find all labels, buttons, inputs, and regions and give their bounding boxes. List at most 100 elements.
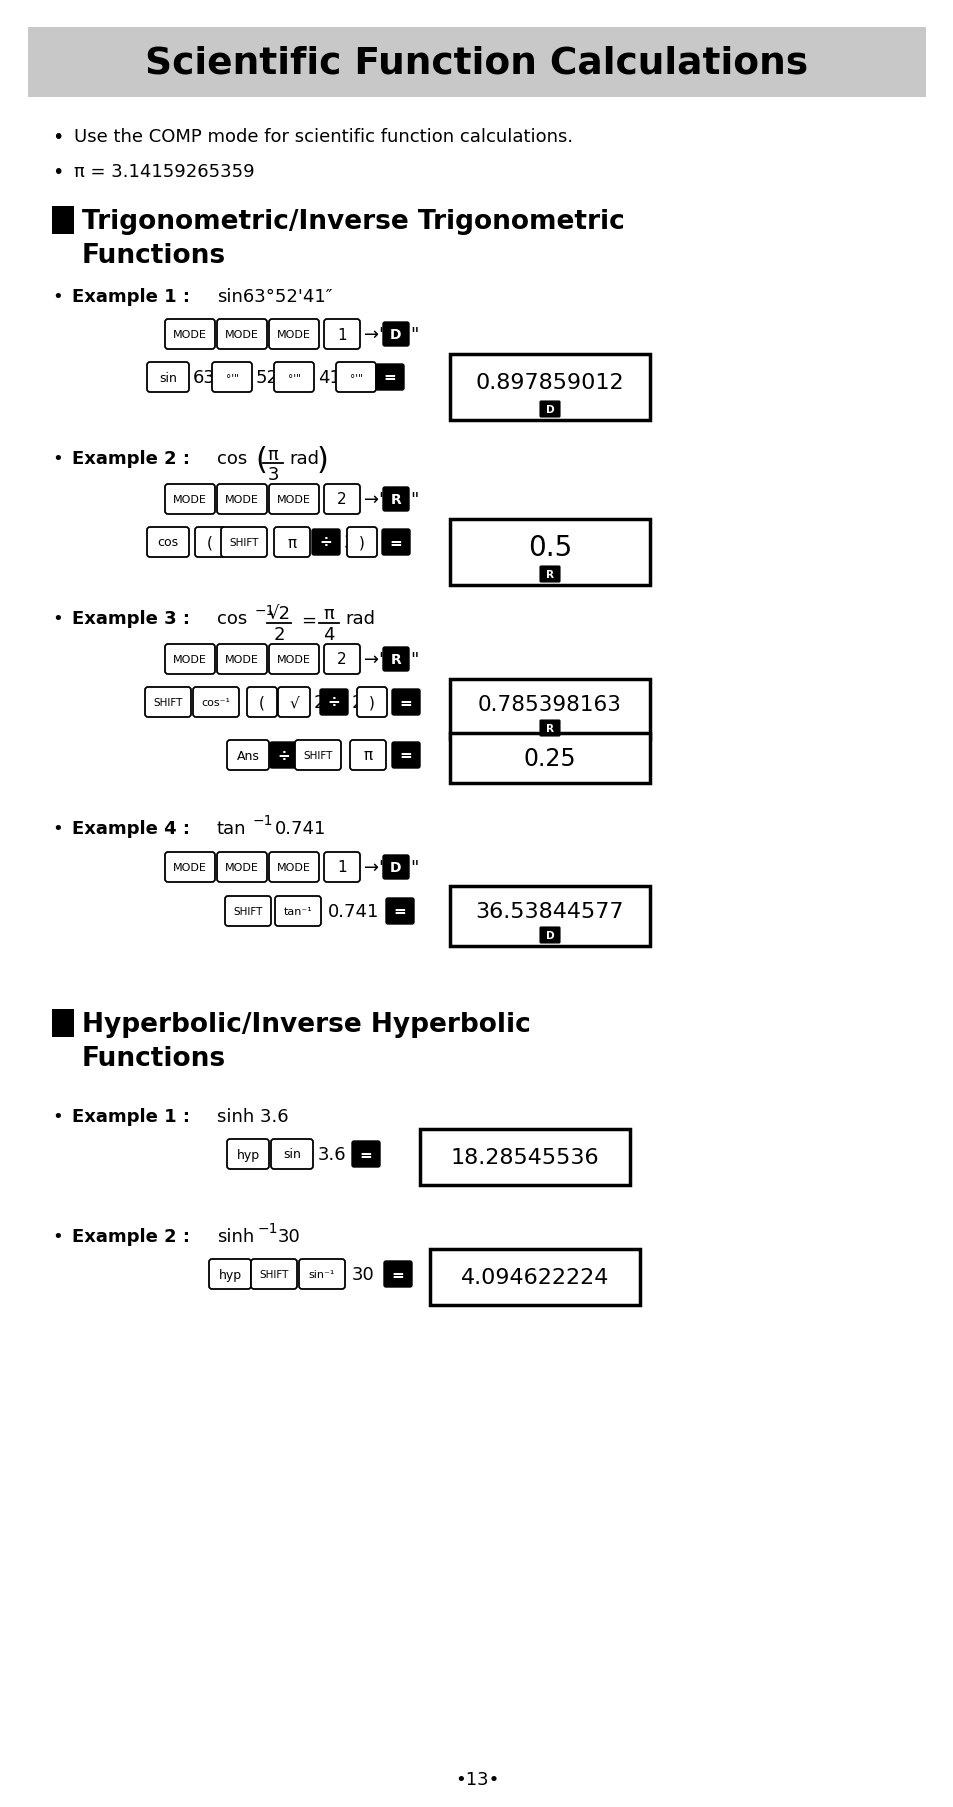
Text: 4.094622224: 4.094622224 [460, 1267, 609, 1287]
Text: D: D [390, 860, 401, 875]
Bar [28, 27, 925, 98]
FancyBboxPatch shape [251, 1259, 296, 1288]
Text: ): ) [358, 535, 365, 549]
Text: 0.897859012: 0.897859012 [476, 372, 623, 392]
Text: •13•: •13• [455, 1771, 498, 1787]
Text: 0.785398163: 0.785398163 [477, 696, 621, 716]
Text: °'": °'" [287, 372, 300, 383]
Text: →: → [364, 858, 378, 876]
Text: MODE: MODE [276, 862, 311, 873]
FancyBboxPatch shape [347, 528, 376, 558]
FancyBboxPatch shape [165, 853, 214, 882]
FancyBboxPatch shape [319, 690, 348, 716]
Text: •: • [52, 163, 63, 183]
FancyBboxPatch shape [386, 898, 414, 925]
Bar [450, 887, 649, 947]
Text: MODE: MODE [225, 495, 258, 504]
Text: 3: 3 [344, 533, 355, 551]
Text: sin63°52'41″: sin63°52'41″ [216, 287, 333, 305]
FancyBboxPatch shape [269, 484, 318, 515]
Text: •: • [52, 450, 63, 468]
FancyBboxPatch shape [324, 484, 359, 515]
Text: →: → [364, 651, 378, 669]
Text: Functions: Functions [82, 1046, 226, 1072]
FancyBboxPatch shape [356, 688, 387, 717]
Text: ": " [410, 858, 418, 876]
FancyBboxPatch shape [274, 896, 320, 927]
Text: =: = [392, 1267, 404, 1281]
Text: →: → [364, 325, 378, 343]
Text: rad: rad [289, 450, 318, 468]
Text: (: ( [207, 535, 213, 549]
Text: 52: 52 [255, 369, 278, 387]
Text: 63: 63 [193, 369, 215, 387]
Bar [450, 354, 649, 421]
Text: D: D [545, 931, 554, 940]
Text: 0.5: 0.5 [527, 533, 572, 562]
Text: π: π [268, 446, 278, 464]
Text: •: • [52, 609, 63, 627]
FancyBboxPatch shape [324, 645, 359, 674]
Text: Functions: Functions [82, 242, 226, 269]
Text: 18.28545536: 18.28545536 [450, 1147, 598, 1167]
FancyBboxPatch shape [270, 743, 297, 768]
Bar [419, 1129, 629, 1185]
FancyBboxPatch shape [312, 529, 339, 557]
FancyBboxPatch shape [147, 528, 189, 558]
Text: 2: 2 [314, 694, 325, 712]
Text: MODE: MODE [276, 495, 311, 504]
Text: R: R [390, 652, 401, 667]
FancyBboxPatch shape [277, 688, 310, 717]
Text: →: → [364, 492, 378, 510]
FancyBboxPatch shape [324, 320, 359, 351]
FancyBboxPatch shape [381, 529, 410, 557]
Text: 1: 1 [336, 860, 347, 875]
Text: rad: rad [345, 609, 375, 627]
Text: ÷: ÷ [327, 696, 340, 710]
Text: ": " [410, 651, 418, 669]
Text: 0.741: 0.741 [274, 820, 326, 837]
Text: 2: 2 [273, 625, 284, 643]
Text: hyp: hyp [218, 1269, 241, 1281]
Text: sinh: sinh [216, 1227, 254, 1245]
Bar [450, 679, 649, 739]
Text: (: ( [254, 446, 267, 475]
Text: −1: −1 [254, 604, 275, 618]
Text: 41: 41 [317, 369, 340, 387]
Text: cos: cos [216, 450, 247, 468]
Text: =: = [359, 1147, 372, 1162]
Text: 1: 1 [336, 327, 347, 342]
Text: D: D [390, 327, 401, 342]
Text: π: π [287, 535, 296, 549]
Text: 30: 30 [352, 1265, 375, 1283]
Text: Example 4 :: Example 4 : [71, 820, 190, 837]
FancyBboxPatch shape [382, 855, 409, 880]
Text: sinh 3.6: sinh 3.6 [216, 1108, 289, 1126]
Text: π: π [363, 748, 373, 763]
Text: √: √ [289, 696, 298, 710]
Bar [450, 734, 649, 784]
Text: 2: 2 [352, 694, 363, 712]
Text: D: D [545, 405, 554, 416]
FancyBboxPatch shape [324, 853, 359, 882]
FancyBboxPatch shape [147, 363, 189, 392]
FancyBboxPatch shape [247, 688, 276, 717]
Text: Example 2 :: Example 2 : [71, 1227, 190, 1245]
Text: 2: 2 [336, 652, 347, 667]
Text: 3: 3 [267, 466, 278, 484]
FancyBboxPatch shape [539, 401, 559, 417]
Text: hyp: hyp [236, 1147, 259, 1160]
Text: •: • [52, 128, 63, 146]
FancyBboxPatch shape [274, 528, 310, 558]
Text: ": " [410, 325, 418, 343]
FancyBboxPatch shape [539, 927, 559, 943]
Text: cos: cos [216, 609, 247, 627]
FancyBboxPatch shape [539, 567, 559, 582]
Text: ÷: ÷ [319, 535, 332, 549]
Text: SHIFT: SHIFT [259, 1269, 289, 1279]
Bar [52, 1010, 74, 1037]
Text: MODE: MODE [276, 654, 311, 665]
Text: ÷: ÷ [277, 748, 290, 763]
FancyBboxPatch shape [274, 363, 314, 392]
FancyBboxPatch shape [227, 1140, 269, 1169]
